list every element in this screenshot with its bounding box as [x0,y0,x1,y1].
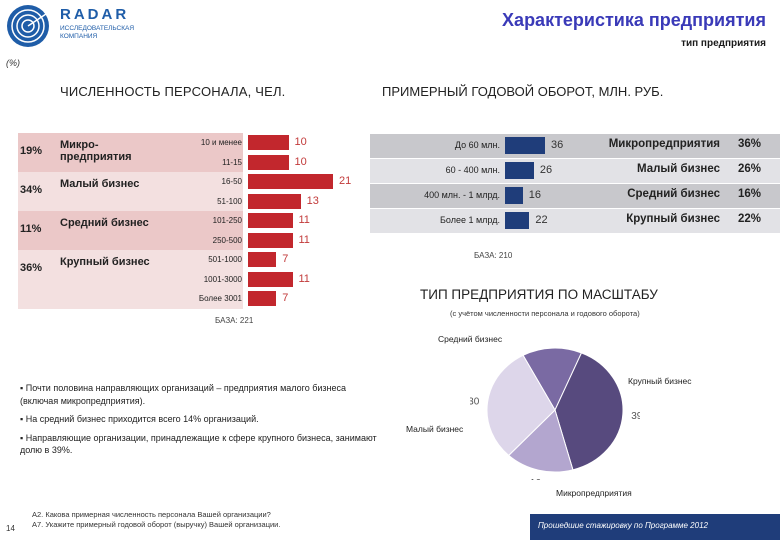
staff-bar-value: 7 [282,253,289,265]
turnover-group-label: Крупный бизнес [626,213,720,225]
footer-program-label: Прошедшие стажировку по Программе 2012 [538,521,708,530]
turnover-chart-basis: БАЗА: 210 [474,251,513,260]
staff-group-pct: 34% [20,184,43,196]
staff-bar [248,291,277,306]
staff-group-label: Микро-предприятия [60,139,132,163]
staff-row-label: 101-250 [212,216,242,225]
staff-row-label: 1001-3000 [203,274,242,284]
staff-group-label: Крупный бизнес [60,256,150,268]
logo-subtitle: ИССЛЕДОВАТЕЛЬСКАЯ КОМПАНИЯ [60,25,135,40]
staff-row-label: Более 3001 [198,294,242,303]
percent-note: (%) [6,58,20,68]
header [0,0,780,52]
turnover-row-band [370,159,780,183]
turnover-group-label: Средний бизнес [627,188,720,200]
turnover-bar-value: 16 [528,189,542,201]
staff-group-pct: 11% [20,223,42,235]
staff-chart-basis: БАЗА: 221 [215,316,254,325]
staff-row-label: 11-15 [222,157,242,167]
staff-chart-title: ЧИСЛЕННОСТЬ ПЕРСОНАЛА, ЧЕЛ. [60,84,286,99]
turnover-bar [505,187,523,204]
pie-slice-value: 14 [546,340,558,343]
staff-bar-value: 10 [294,136,307,148]
turnover-group-pct: 36% [738,138,762,150]
turnover-row-band [370,209,780,233]
staff-bar [248,174,333,189]
staff-bar [248,271,293,287]
pie-label-medium: Средний бизнес [438,334,503,344]
turnover-group-pct: 16% [738,188,762,200]
staff-row-label: 501-1000 [208,255,242,264]
staff-bar [248,154,289,170]
pie-slice-value: 39 [631,411,640,422]
page-subtitle: тип предприятия [681,38,766,49]
staff-group-pct: 19% [20,145,43,157]
turnover-row-label: 400 млн. - 1 млрд. [424,190,500,200]
pie-slice [486,354,556,457]
staff-bar [248,252,277,267]
staff-bar-value: 10 [294,155,307,168]
turnover-bar [505,137,545,154]
turnover-bar-value: 36 [551,139,564,151]
staff-row-label: 250-500 [212,235,242,245]
pie-slice-value: 16 [530,478,542,480]
staff-bar [248,135,289,150]
staff-group-label: Средний бизнес [60,217,149,229]
pie-slice-value: 30 [470,396,480,407]
staff-bar-value: 11 [298,233,310,246]
bullet-item: ▪ На средний бизнес приходится всего 14%… [20,414,259,424]
turnover-bar-value: 22 [535,214,548,226]
turnover-group-label: Малый бизнес [637,163,720,175]
staff-group-band [18,250,243,309]
question-a2: А2. Какова примерная численность персона… [32,510,271,519]
question-a7: А7. Укажите примерный годовой оборот (вы… [32,520,281,529]
pie-slice [507,409,574,473]
footer-banner [530,514,780,540]
turnover-group-pct: 26% [738,163,762,175]
turnover-chart-title: ПРИМЕРНЫЙ ГОДОВОЙ ОБОРОТ, МЛН. РУБ. [382,84,664,99]
turnover-row-label: Более 1 млрд. [440,215,500,225]
radar-logo-icon [7,5,49,47]
turnover-row-band [370,134,780,158]
logo-name: RADAR [60,6,130,23]
staff-bar-value: 13 [306,194,319,207]
staff-bar [248,213,293,228]
pie-label-micro: Микропредприятия [556,488,632,498]
turnover-bar [505,212,530,229]
staff-group-band [18,211,243,250]
turnover-bar [505,162,534,179]
staff-row-label: 16-50 [221,177,242,186]
bullet-item: ▪ Почти половина направляющих организаци… [20,383,347,406]
staff-group-label: Малый бизнес [60,178,140,190]
bullet-item: ▪ Направляющие организации, принадлежащи… [20,432,377,456]
staff-bar [248,193,301,209]
scale-chart-title: ТИП ПРЕДПРИЯТИЯ ПО МАСШТАБУ [420,287,658,302]
staff-row-label: 51-100 [217,196,242,206]
turnover-row-label: 60 - 400 млн. [445,165,500,175]
staff-group-pct: 36% [20,262,43,274]
staff-row-label: 10 и менее [200,138,242,147]
turnover-group-label: Микропредприятия [608,138,720,150]
pie-slice [522,347,583,412]
footer-questions: А2. Какова примерная численность персона… [32,510,412,530]
scale-chart-note: (с учётом численности персонала и годово… [450,309,640,318]
staff-bar-value: 11 [298,272,310,285]
summary-bullets: ▪ Почти половина направляющих организаци… [20,382,380,463]
pie-label-small: Малый бизнес [406,424,464,434]
turnover-row-band [370,184,780,208]
turnover-bar-value: 26 [539,164,553,176]
turnover-row-label: До 60 млн. [454,140,500,150]
staff-bar [248,232,293,248]
scale-pie-chart: 14 39 16 30 [470,340,640,480]
staff-group-band [18,133,243,172]
page-title: Характеристика предприятия [502,10,766,30]
staff-bar-value: 11 [298,214,310,226]
staff-bar-value: 21 [339,175,352,187]
pie-label-large: Крупный бизнес [628,376,692,386]
pie-slice [554,352,624,471]
staff-group-band [18,172,243,211]
turnover-group-pct: 22% [738,213,762,225]
staff-bar-value: 7 [282,292,289,304]
page-number: 14 [6,524,15,533]
